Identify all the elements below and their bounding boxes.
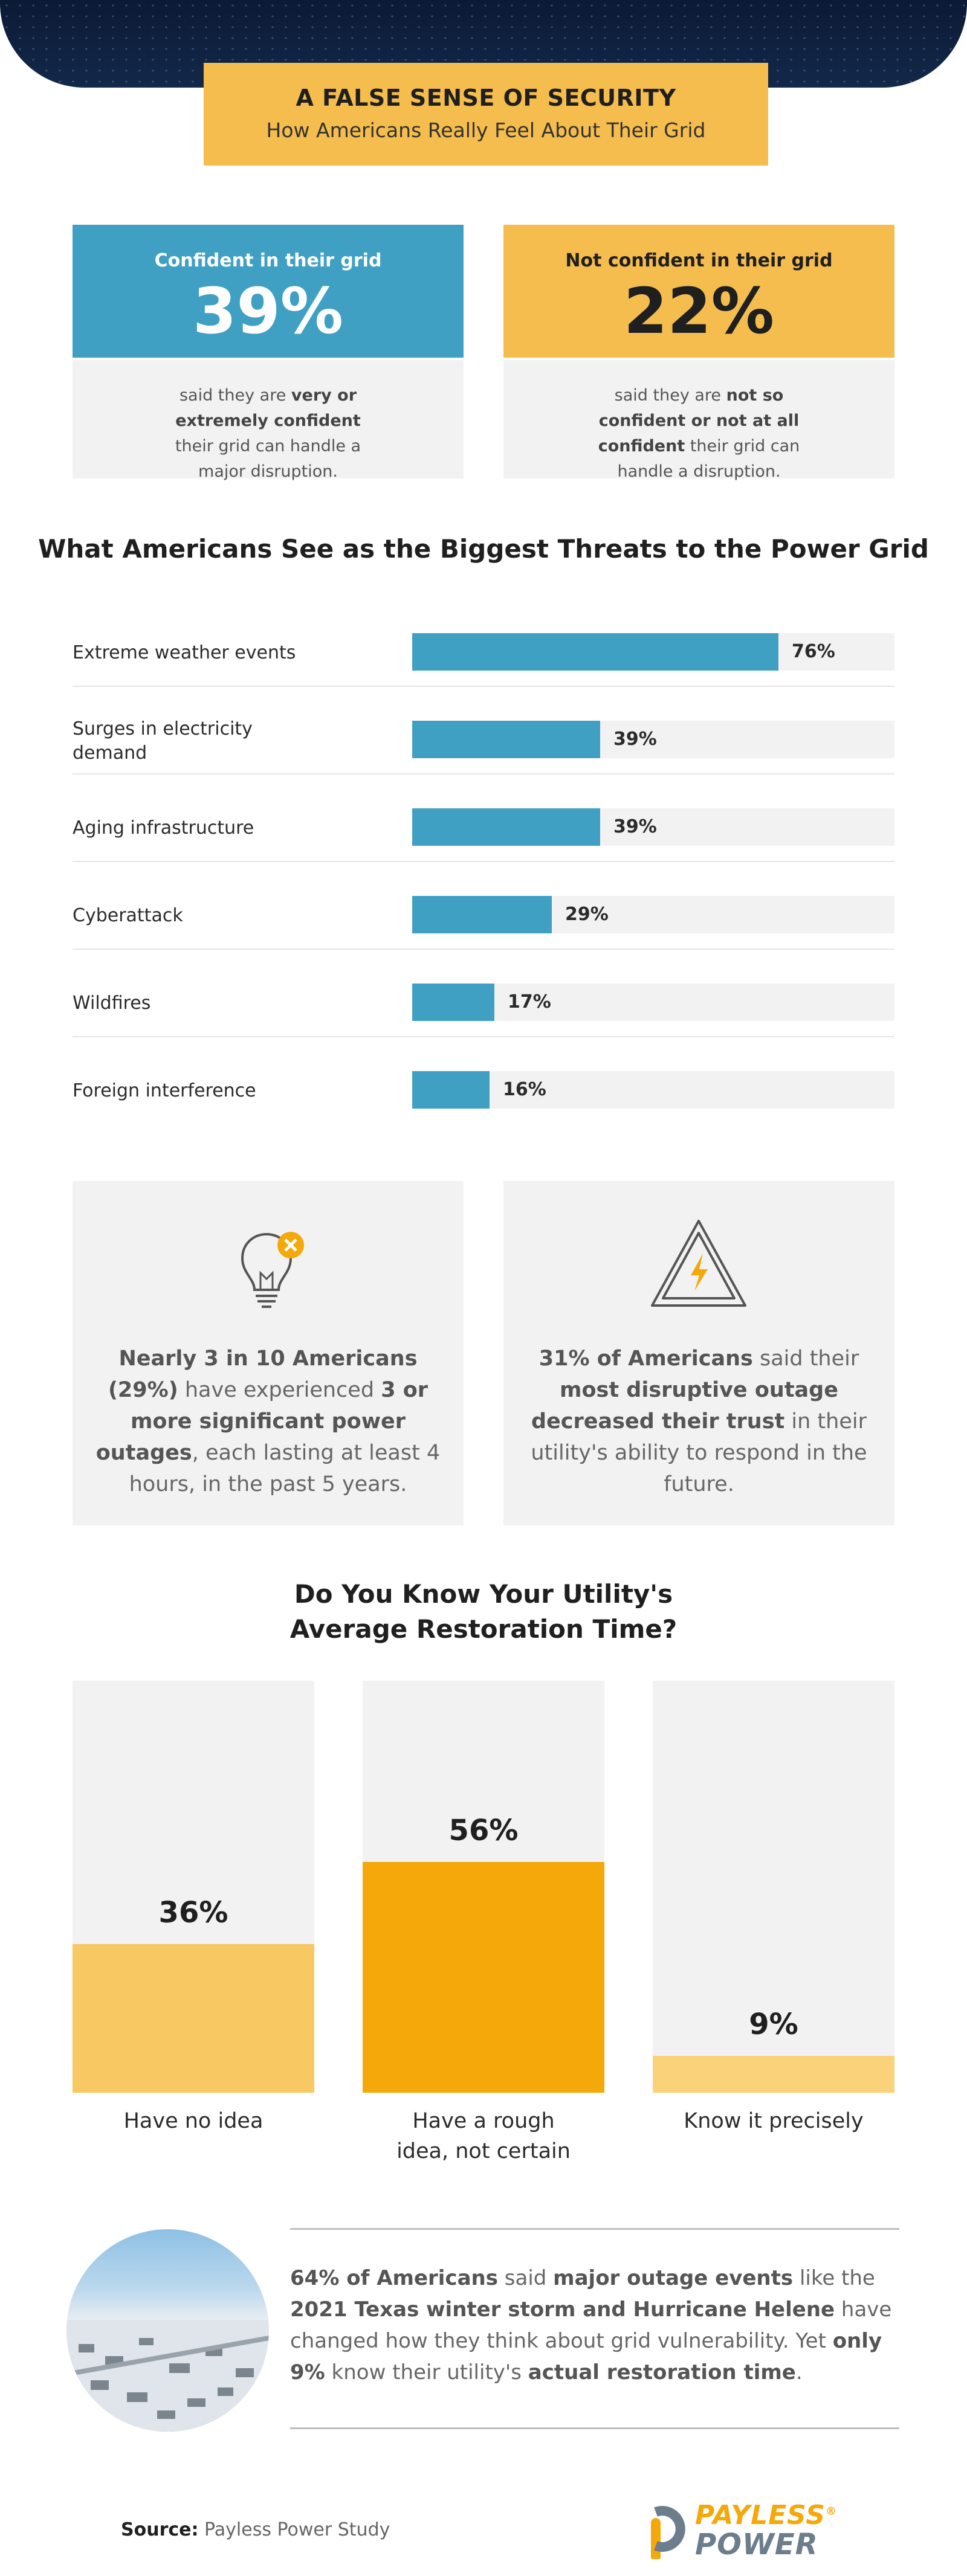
restoration-category-label: Know it precisely: [684, 2109, 864, 2133]
threat-bar: [412, 808, 600, 846]
logo-line1: PAYLESS: [695, 2500, 826, 2531]
threat-label: Extreme weather events: [73, 642, 296, 663]
winter-storm-photo: [66, 2229, 269, 2432]
not-confident-label: Not confident in their grid: [565, 250, 833, 271]
not-confident-percent: 22%: [624, 274, 774, 348]
threat-row-divider: [73, 686, 894, 687]
threat-bar: [412, 721, 600, 758]
source-text: Payless Power Study: [204, 2519, 390, 2540]
threat-value-label: 39%: [613, 816, 657, 837]
threat-bar: [412, 896, 552, 933]
confident-card-header: Confident in their grid 39%: [73, 225, 464, 358]
not-confident-card-body: said they are not so confident or not at…: [503, 360, 894, 481]
summary-top-rule: [290, 2228, 899, 2230]
threat-label: Aging infrastructure: [73, 817, 254, 839]
restoration-bar: [73, 1944, 314, 2093]
logo-line2: POWER: [695, 2528, 818, 2562]
lightning-warning-icon: [651, 1220, 746, 1307]
threat-value-label: 29%: [565, 904, 609, 925]
page-subtitle: How Americans Really Feel About Their Gr…: [266, 118, 706, 142]
logo-registered-mark: ®: [825, 2505, 837, 2518]
not-confident-text: said they are: [614, 386, 726, 405]
trust-stat-text: 31% of Americans said their most disrupt…: [531, 1347, 867, 1496]
restoration-value-label: 56%: [448, 1814, 519, 1847]
threat-row-divider: [73, 773, 894, 774]
restoration-value-label: 9%: [749, 2008, 798, 2041]
threat-label: Wildfires: [73, 993, 151, 1014]
restoration-value-label: 36%: [158, 1896, 228, 1930]
restoration-bar: [653, 2056, 894, 2093]
threat-bar: [412, 633, 778, 671]
threat-row-divider: [73, 861, 894, 862]
confident-label: Confident in their grid: [154, 250, 382, 271]
threat-label: Cyberattack: [73, 905, 183, 926]
restoration-category-label: Have no idea: [123, 2109, 264, 2133]
lightbulb-x-icon: [241, 1232, 304, 1308]
outages-stat-text: Nearly 3 in 10 Americans (29%) have expe…: [95, 1347, 441, 1496]
restoration-bar: [363, 1862, 604, 2093]
confident-percent: 39%: [193, 274, 343, 348]
trust-stat-card: 31% of Americans said their most disrupt…: [503, 1181, 894, 1525]
header-background: [0, 0, 967, 88]
threat-value-label: 16%: [503, 1079, 546, 1100]
restoration-chart-title: Do You Know Your Utility's Average Resto…: [289, 1579, 678, 1644]
outages-stat-card: Nearly 3 in 10 Americans (29%) have expe…: [73, 1181, 464, 1525]
summary-bottom-rule: [290, 2427, 899, 2429]
payless-power-logo: PAYLESS® POWER: [638, 2495, 855, 2562]
not-confident-card-header: Not confident in their grid 22%: [503, 225, 894, 358]
threat-bar: [412, 984, 494, 1021]
confident-text-end: their grid can handle a major disruption…: [175, 437, 361, 481]
source-label: Source:: [121, 2519, 199, 2540]
threat-value-label: 17%: [508, 991, 551, 1013]
threat-track: [412, 1071, 894, 1109]
restoration-column-background: [653, 1681, 894, 2093]
confident-text: said they are: [179, 386, 291, 405]
not-confident-text-end: their grid can handle a disruption.: [617, 437, 800, 481]
logo-mark-icon: [651, 2506, 685, 2559]
threats-chart-title: What Americans See as the Biggest Threat…: [38, 534, 929, 564]
threat-value-label: 76%: [792, 641, 835, 662]
threat-row-divider: [73, 1036, 894, 1037]
restoration-category-label: Have a rough idea, not certain: [396, 2109, 571, 2163]
summary-text: 64% of Americans said major outage event…: [290, 2266, 892, 2384]
source-note: Source: Payless Power Study: [121, 2519, 390, 2540]
threat-label: Surges in electricity demand: [73, 718, 253, 764]
threat-row-divider: [73, 948, 894, 950]
confident-card-body: said they are very or extremely confiden…: [73, 360, 464, 481]
confident-text-emphasis: very or extremely confident: [175, 386, 361, 430]
threat-bar: [412, 1071, 490, 1109]
not-confident-text-emphasis: not so confident or not at all confident: [598, 386, 800, 456]
threat-label: Foreign interference: [73, 1080, 256, 1101]
threat-value-label: 39%: [613, 729, 657, 750]
title-box: A FALSE SENSE OF SECURITY How Americans …: [204, 63, 768, 166]
page-title: A FALSE SENSE OF SECURITY: [296, 85, 676, 111]
